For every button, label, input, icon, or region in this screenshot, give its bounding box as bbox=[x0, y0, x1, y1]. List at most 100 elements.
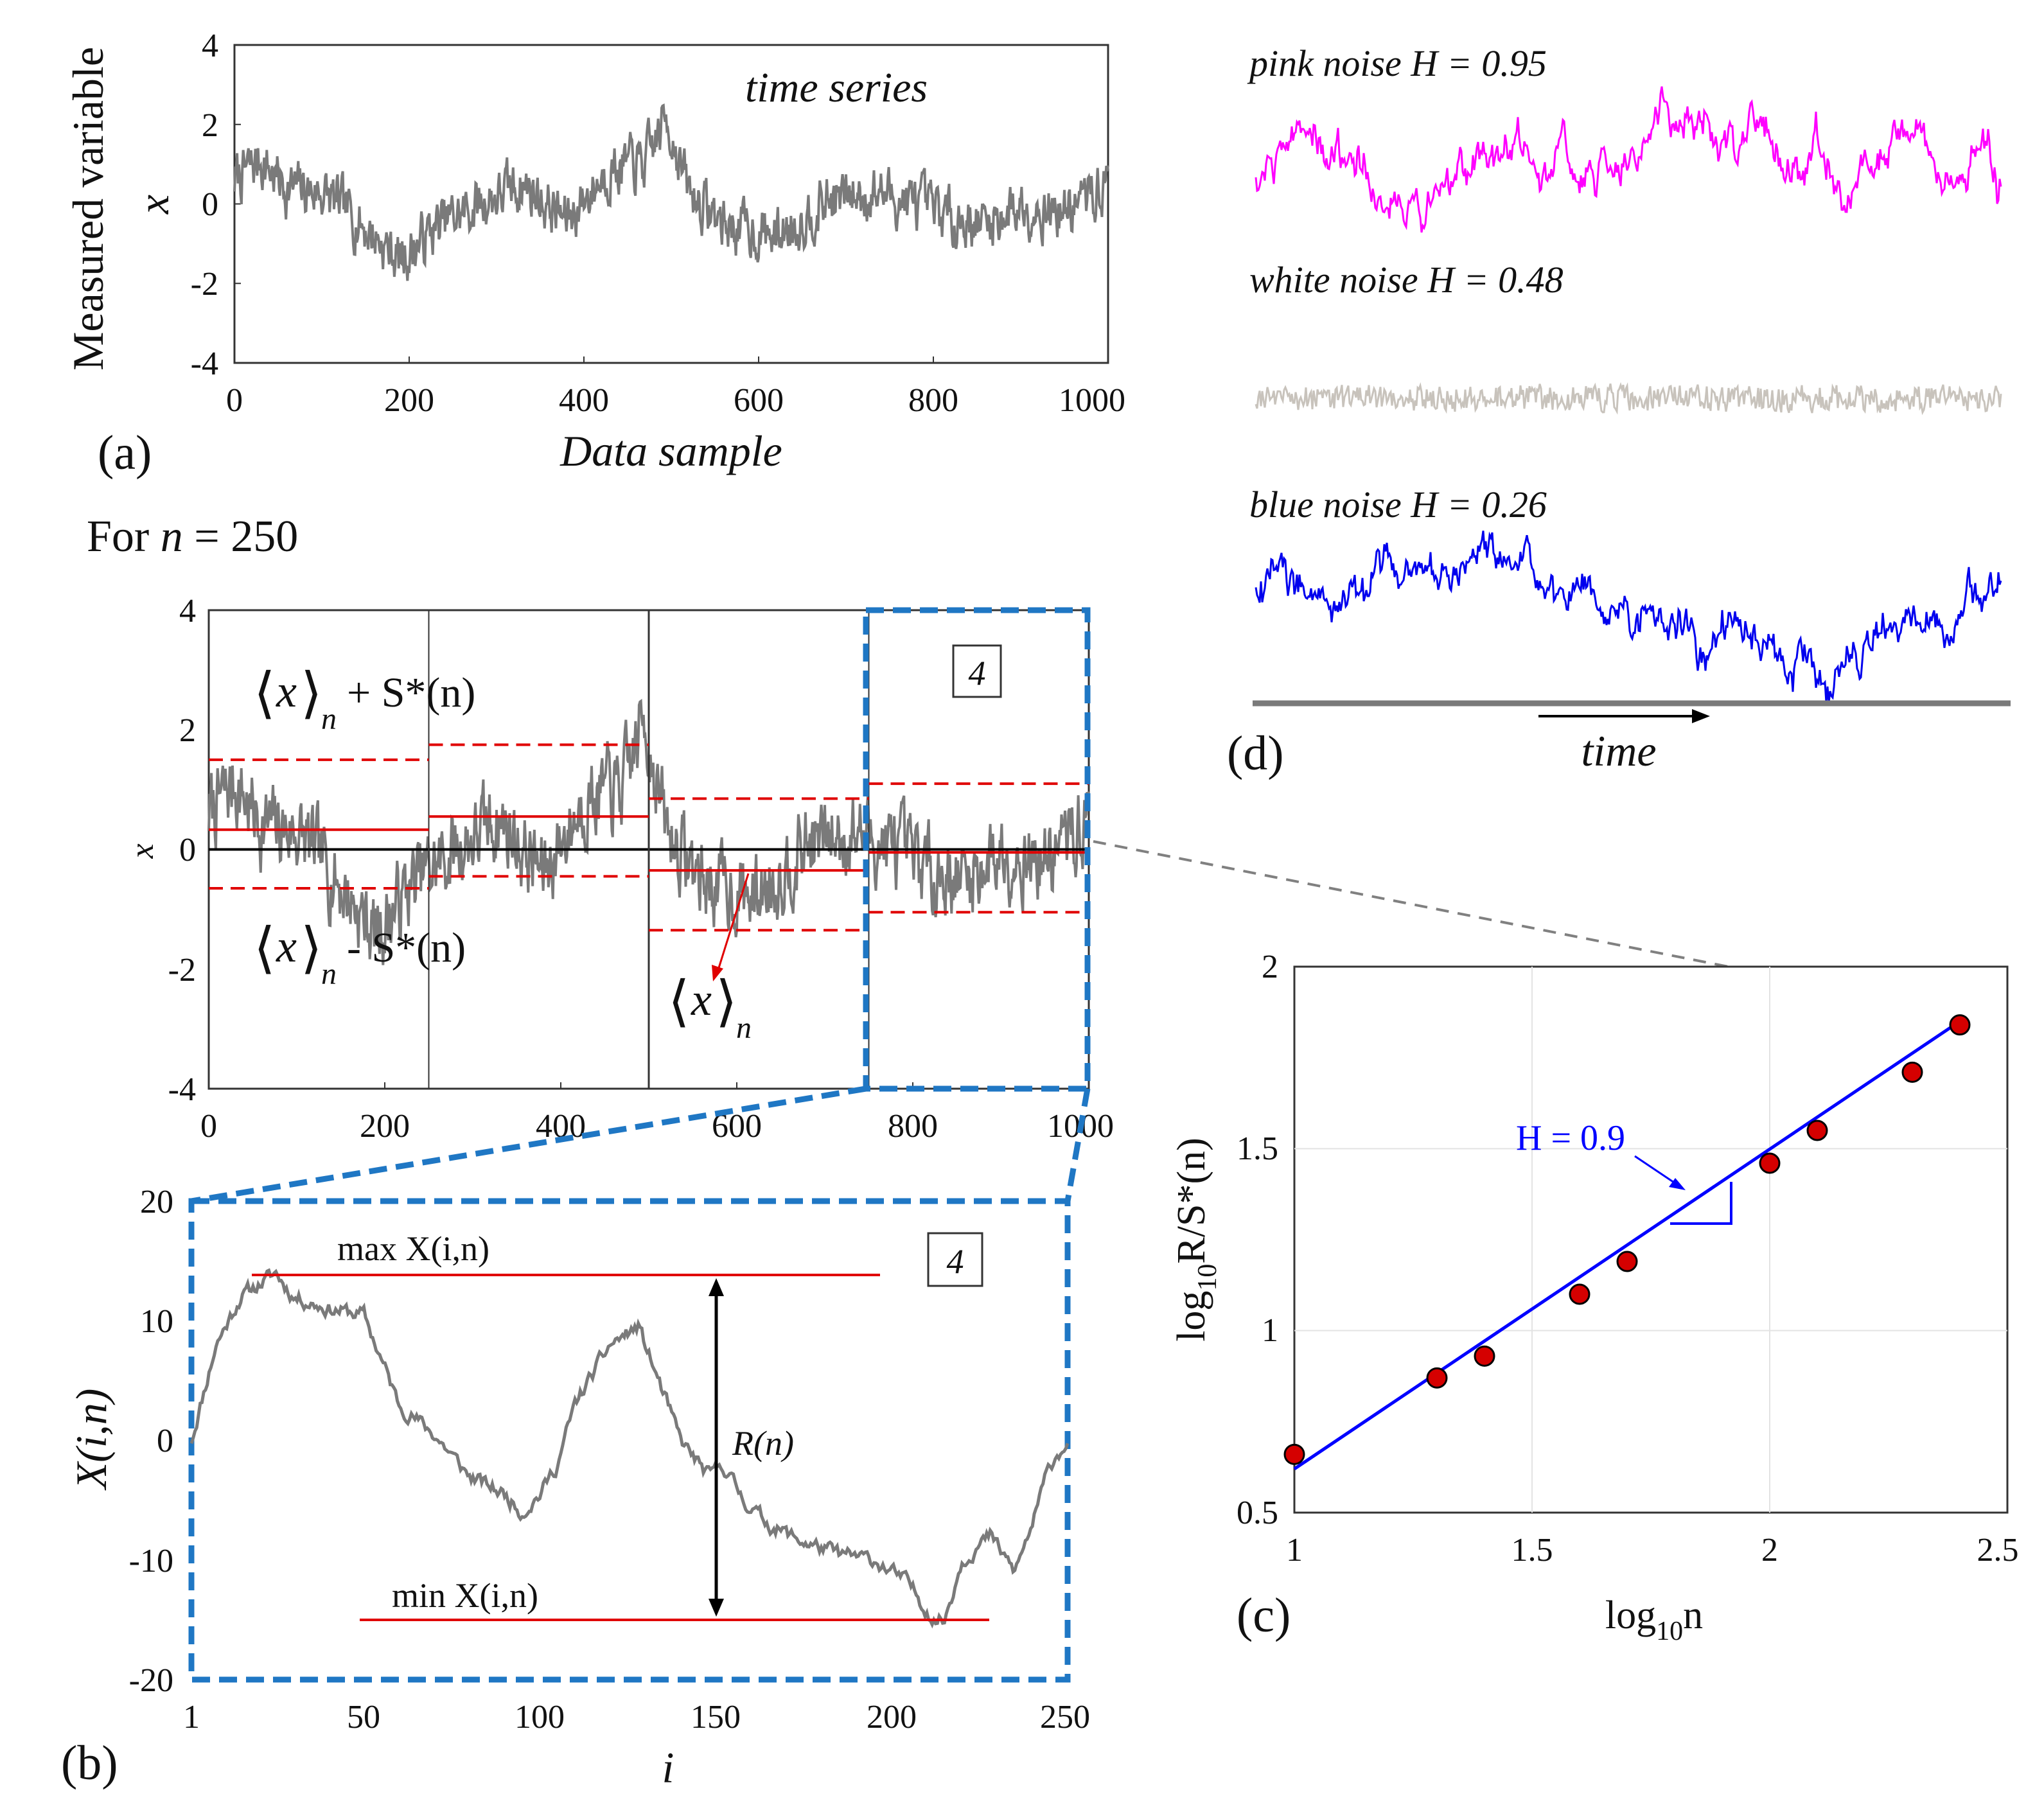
x-title-sub: 10 bbox=[1656, 1617, 1683, 1646]
time-series-line bbox=[233, 103, 1109, 281]
panel-segments: 4 2 0 -2 -4 0 200 400 600 800 1000 x ⟨ x… bbox=[124, 593, 1941, 1204]
zoom-line-right bbox=[1064, 1088, 1091, 1202]
ytick-label: -4 bbox=[168, 1071, 196, 1108]
ytick-label: 4 bbox=[202, 28, 218, 64]
segment-4-tag-b bbox=[927, 1232, 983, 1287]
yticks-a: 4 2 0 -2 -4 bbox=[191, 28, 218, 382]
xtick-label: 100 bbox=[515, 1699, 565, 1735]
upper-band-label: ⟨ x ⟩ n + S*(n) bbox=[254, 662, 475, 736]
series-name: blue noise bbox=[1249, 484, 1402, 525]
ytick-label: 4 bbox=[179, 593, 196, 629]
xtick-label: 250 bbox=[1040, 1699, 1090, 1735]
ytick-label: -2 bbox=[168, 952, 196, 988]
series-name: pink noise bbox=[1247, 42, 1402, 84]
xtick-label: 2 bbox=[1761, 1532, 1778, 1568]
x-title-tail: n bbox=[1683, 1594, 1703, 1637]
range-arrowhead-up bbox=[709, 1278, 724, 1296]
yticks-c: 2 1.5 1 0.5 bbox=[1237, 949, 1278, 1531]
xtick-label: 50 bbox=[347, 1699, 380, 1735]
series-hurst: H = 0.48 bbox=[1427, 259, 1564, 301]
y-axis-title-mid: x bbox=[124, 843, 161, 859]
xtick-label: 1000 bbox=[1059, 382, 1125, 419]
ytick-label: -20 bbox=[129, 1662, 173, 1699]
ytick-label: 10 bbox=[140, 1303, 173, 1340]
zoom-line-left bbox=[191, 1085, 867, 1204]
xtick-label: 200 bbox=[384, 382, 434, 419]
lower-band-text: - S*(n) bbox=[347, 924, 466, 971]
x-title-main: log bbox=[1605, 1594, 1656, 1637]
range-label: R(n) bbox=[732, 1424, 794, 1463]
bracket-right: ⟩ bbox=[716, 971, 737, 1032]
y-axis-title-b: X(i,n) bbox=[67, 1389, 116, 1491]
ytick-label: 0 bbox=[202, 186, 218, 223]
grid-a bbox=[234, 44, 1109, 364]
time-label: time bbox=[1581, 726, 1656, 775]
ytick-label: -2 bbox=[191, 266, 218, 303]
y-title-main: log bbox=[1170, 1291, 1213, 1342]
mean-subscript: n bbox=[321, 702, 337, 736]
xtick-label: 150 bbox=[691, 1699, 741, 1735]
panel-a: 4 2 0 -2 -4 0 200 400 600 800 1000 time … bbox=[64, 28, 1125, 480]
blue-noise-line bbox=[1255, 531, 2002, 703]
y-axis-title-a: Measured variable bbox=[64, 47, 112, 371]
upper-band-text: + S*(n) bbox=[347, 669, 475, 716]
segment-size-caption: For n = 250 bbox=[87, 512, 298, 561]
y-axis-symbol-a: x bbox=[129, 195, 178, 215]
data-point bbox=[1949, 1014, 1971, 1036]
data-point bbox=[1901, 1061, 1923, 1083]
bracket-left: ⟨ bbox=[254, 917, 276, 979]
grid-c bbox=[1294, 967, 2007, 1513]
hurst-fit-label: H = 0.9 bbox=[1516, 1118, 1625, 1158]
ytick-label: -10 bbox=[129, 1543, 173, 1579]
mean-symbol: x bbox=[276, 920, 297, 972]
slope-arrow bbox=[1634, 1155, 1678, 1186]
data-point bbox=[1426, 1367, 1448, 1389]
yticks-b: 20 10 0 -10 -20 bbox=[129, 1184, 173, 1699]
mean-symbol: x bbox=[691, 974, 712, 1025]
max-label: max X(i,n) bbox=[337, 1229, 489, 1268]
caption-var: n bbox=[161, 512, 183, 561]
xtick-label: 800 bbox=[908, 382, 958, 419]
ytick-label: 0.5 bbox=[1237, 1495, 1278, 1531]
ytick-label: 20 bbox=[140, 1184, 173, 1220]
xtick-label: 1 bbox=[183, 1699, 200, 1735]
x-axis-title-a: Data sample bbox=[559, 426, 782, 475]
bracket-left: ⟨ bbox=[254, 662, 276, 724]
y-title-tail: R/S*(n) bbox=[1170, 1138, 1213, 1263]
xtick-label: 400 bbox=[559, 382, 609, 419]
lower-band-label: ⟨ x ⟩ n - S*(n) bbox=[254, 917, 466, 991]
x-axis-title-c: log10n bbox=[1605, 1594, 1703, 1646]
yticks-mid: 4 2 0 -2 -4 bbox=[168, 593, 196, 1108]
pink-noise-line bbox=[1255, 86, 2002, 233]
series-hurst: H = 0.26 bbox=[1410, 484, 1547, 525]
mean-label: ⟨ x ⟩ n bbox=[668, 873, 752, 1045]
mean-arrow bbox=[717, 873, 750, 971]
xtick-label: 0 bbox=[226, 382, 243, 419]
y-title-sub: 10 bbox=[1193, 1264, 1222, 1291]
slope-triangle bbox=[1670, 1182, 1732, 1225]
ytick-label: 2 bbox=[1262, 949, 1278, 985]
link-arrow bbox=[1093, 840, 1934, 1008]
xticks-b: 1 50 100 150 200 250 bbox=[183, 1699, 1090, 1735]
caption-suffix: = 250 bbox=[194, 512, 298, 561]
plot-frame-b bbox=[188, 1198, 1071, 1683]
time-series-annotation: time series bbox=[745, 64, 928, 111]
mean-subscript: n bbox=[321, 957, 337, 991]
cumulative-deviation-line bbox=[189, 1268, 1070, 1629]
slope-arrowhead bbox=[1669, 1178, 1686, 1190]
data-point bbox=[1759, 1152, 1781, 1174]
panel-label-b: (b) bbox=[61, 1736, 118, 1790]
segment-4-highlight bbox=[863, 607, 1091, 1092]
xtick-label: 1 bbox=[1286, 1532, 1303, 1568]
blue-noise-label: blue noise H = 0.26 bbox=[1249, 484, 1547, 525]
range-arrowhead-down bbox=[709, 1599, 724, 1617]
panel-label-d: (d) bbox=[1227, 726, 1284, 780]
xticks-a: 0 200 400 600 800 1000 bbox=[226, 382, 1125, 419]
mean-arrowhead bbox=[712, 965, 723, 981]
ytick-label: 0 bbox=[179, 832, 196, 868]
min-label: min X(i,n) bbox=[392, 1576, 538, 1615]
scatter-points bbox=[1283, 1014, 1971, 1465]
white-noise-label: white noise H = 0.48 bbox=[1249, 259, 1564, 301]
ytick-label: 2 bbox=[202, 107, 218, 144]
xticks-mid: 0 200 400 600 800 1000 bbox=[200, 1108, 1114, 1145]
